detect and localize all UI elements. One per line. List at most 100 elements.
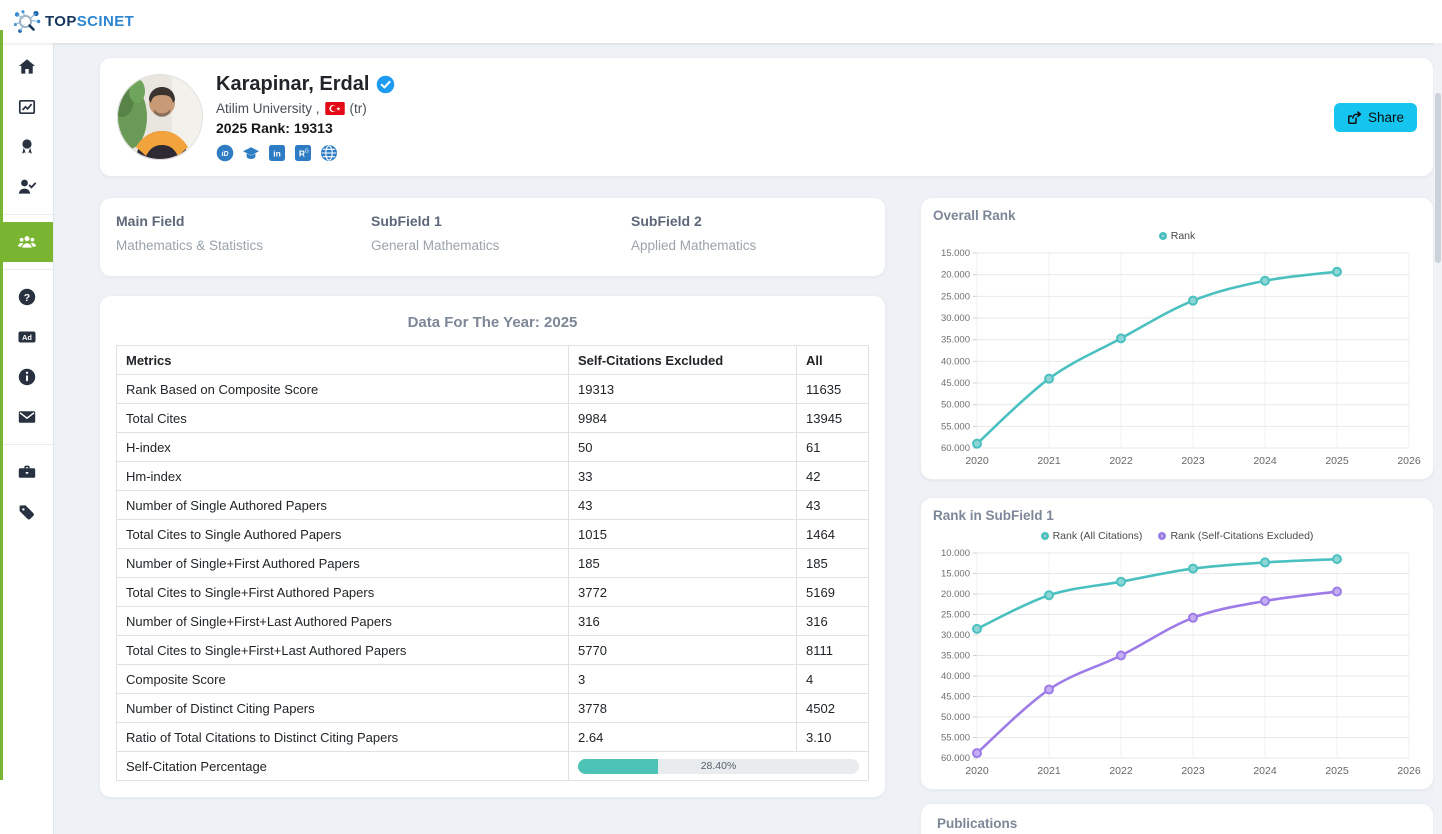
legend-item[interactable]: Rank bbox=[1159, 230, 1196, 242]
metric-all-value: 3.10 bbox=[797, 723, 869, 752]
metric-excluded-value: 19313 bbox=[569, 375, 797, 404]
table-row: Number of Distinct Citing Papers37784502 bbox=[117, 694, 869, 723]
sidebar-item-tags[interactable] bbox=[0, 492, 53, 532]
svg-text:2026: 2026 bbox=[1397, 765, 1421, 777]
orcid-icon[interactable]: iD bbox=[216, 144, 234, 162]
profile-country-code: (tr) bbox=[350, 101, 367, 116]
svg-text:★: ★ bbox=[335, 106, 340, 112]
metric-label: Self-Citation Percentage bbox=[117, 752, 569, 781]
scrollbar[interactable] bbox=[1434, 43, 1442, 834]
top-navbar: TOPSCINET bbox=[0, 0, 1442, 43]
metric-all-value: 5169 bbox=[797, 578, 869, 607]
researchgate-icon[interactable]: RG bbox=[294, 144, 312, 162]
metric-all-value: 4502 bbox=[797, 694, 869, 723]
sidebar-item-home[interactable] bbox=[0, 47, 53, 87]
table-row: H-index5061 bbox=[117, 433, 869, 462]
publications-card: Publications bbox=[920, 803, 1434, 834]
svg-text:in: in bbox=[273, 148, 281, 158]
sidebar-item-analytics[interactable] bbox=[0, 87, 53, 127]
metric-excluded-value: 1015 bbox=[569, 520, 797, 549]
sidebar-item-help[interactable]: ? bbox=[0, 277, 53, 317]
scrollbar-thumb[interactable] bbox=[1435, 93, 1441, 263]
svg-text:20.000: 20.000 bbox=[941, 270, 970, 281]
svg-text:2020: 2020 bbox=[965, 455, 989, 467]
table-row: Ratio of Total Citations to Distinct Cit… bbox=[117, 723, 869, 752]
table-row: Total Cites to Single+First+Last Authore… bbox=[117, 636, 869, 665]
legend-item[interactable]: Rank (All Citations) bbox=[1041, 530, 1143, 542]
sidebar-item-awards[interactable] bbox=[0, 127, 53, 167]
svg-text:2025: 2025 bbox=[1325, 765, 1349, 777]
table-header-row: Metrics Self-Citations Excluded All bbox=[117, 346, 869, 375]
website-icon[interactable] bbox=[320, 144, 338, 162]
legend-dot bbox=[1158, 532, 1166, 540]
field-label: SubField 1 bbox=[371, 213, 631, 229]
linkedin-icon[interactable]: in bbox=[268, 144, 286, 162]
svg-text:35.000: 35.000 bbox=[941, 651, 970, 662]
metric-all-value: 43 bbox=[797, 491, 869, 520]
metric-excluded-value: 2.64 bbox=[569, 723, 797, 752]
scholar-icon[interactable] bbox=[242, 144, 260, 162]
subfield-rank-chart-title: Rank in SubField 1 bbox=[933, 508, 1421, 523]
svg-text:iD: iD bbox=[222, 150, 229, 157]
svg-text:2024: 2024 bbox=[1253, 455, 1277, 467]
main-content: Karapinar, Erdal Atilim University , ★ (… bbox=[54, 43, 1442, 834]
share-icon bbox=[1347, 110, 1362, 125]
field-label: Main Field bbox=[116, 213, 371, 229]
sidebar-item-verified-users[interactable] bbox=[0, 167, 53, 207]
profile-rank: 2025 Rank: 19313 bbox=[216, 120, 395, 136]
metric-label: Ratio of Total Citations to Distinct Cit… bbox=[117, 723, 569, 752]
metric-excluded-value: 185 bbox=[569, 549, 797, 578]
svg-text:50.000: 50.000 bbox=[941, 400, 970, 411]
table-row: Rank Based on Composite Score1931311635 bbox=[117, 375, 869, 404]
svg-text:50.000: 50.000 bbox=[941, 712, 970, 723]
sidebar-divider bbox=[0, 269, 53, 270]
svg-text:2022: 2022 bbox=[1109, 765, 1133, 777]
svg-text:15.000: 15.000 bbox=[941, 569, 970, 580]
tags-icon bbox=[17, 502, 37, 522]
profile-affiliation[interactable]: Atilim University , bbox=[216, 101, 320, 116]
sidebar-item-ads[interactable]: Ad bbox=[0, 317, 53, 357]
svg-text:2026: 2026 bbox=[1397, 455, 1421, 467]
metric-label: Number of Single+First Authored Papers bbox=[117, 549, 569, 578]
topscinet-logo[interactable]: TOPSCINET bbox=[12, 9, 134, 35]
header-self-citations-excluded: Self-Citations Excluded bbox=[569, 346, 797, 375]
share-button[interactable]: Share bbox=[1334, 103, 1417, 132]
header-metrics: Metrics bbox=[117, 346, 569, 375]
svg-text:25.000: 25.000 bbox=[941, 291, 970, 302]
table-row: Hm-index3342 bbox=[117, 462, 869, 491]
table-row: Self-Citation Percentage 28.40% bbox=[117, 752, 869, 781]
metric-excluded-value: 3772 bbox=[569, 578, 797, 607]
svg-text:60.000: 60.000 bbox=[941, 443, 970, 454]
metric-label: Composite Score bbox=[117, 665, 569, 694]
subfield-rank-chart: 202020212022202320242025202610.00015.000… bbox=[933, 547, 1421, 787]
table-row: Number of Single+First+Last Authored Pap… bbox=[117, 607, 869, 636]
svg-text:2021: 2021 bbox=[1037, 765, 1061, 777]
metric-all-value: 185 bbox=[797, 549, 869, 578]
metric-excluded-value: 316 bbox=[569, 607, 797, 636]
table-row: Number of Single+First Authored Papers18… bbox=[117, 549, 869, 578]
sidebar-item-info[interactable] bbox=[0, 357, 53, 397]
svg-text:60.000: 60.000 bbox=[941, 753, 970, 764]
sidebar-item-contact[interactable] bbox=[0, 397, 53, 437]
analytics-icon bbox=[17, 97, 37, 117]
self-citation-progress-bar: 28.40% bbox=[578, 759, 859, 774]
sidebar-item-jobs[interactable] bbox=[0, 452, 53, 492]
sidebar-item-researchers[interactable] bbox=[0, 222, 53, 262]
sidebar-divider bbox=[0, 444, 53, 445]
metric-all-value: 61 bbox=[797, 433, 869, 462]
svg-text:30.000: 30.000 bbox=[941, 313, 970, 324]
left-accent-stripe bbox=[0, 30, 3, 780]
svg-text:20.000: 20.000 bbox=[941, 589, 970, 600]
legend-item[interactable]: Rank (Self-Citations Excluded) bbox=[1158, 530, 1313, 542]
svg-text:2023: 2023 bbox=[1181, 455, 1205, 467]
metric-label: Rank Based on Composite Score bbox=[117, 375, 569, 404]
subfield-1: SubField 1 General Mathematics bbox=[371, 213, 631, 261]
overall-rank-chart-card: Overall Rank Rank 2020202120222023202420… bbox=[920, 197, 1434, 480]
metric-label: Total Cites to Single+First+Last Authore… bbox=[117, 636, 569, 665]
metric-excluded-value: 50 bbox=[569, 433, 797, 462]
profile-info: Karapinar, Erdal Atilim University , ★ (… bbox=[216, 73, 395, 162]
legend-dot bbox=[1041, 532, 1049, 540]
svg-text:Ad: Ad bbox=[22, 333, 32, 342]
svg-text:25.000: 25.000 bbox=[941, 610, 970, 621]
metric-all-value: 42 bbox=[797, 462, 869, 491]
